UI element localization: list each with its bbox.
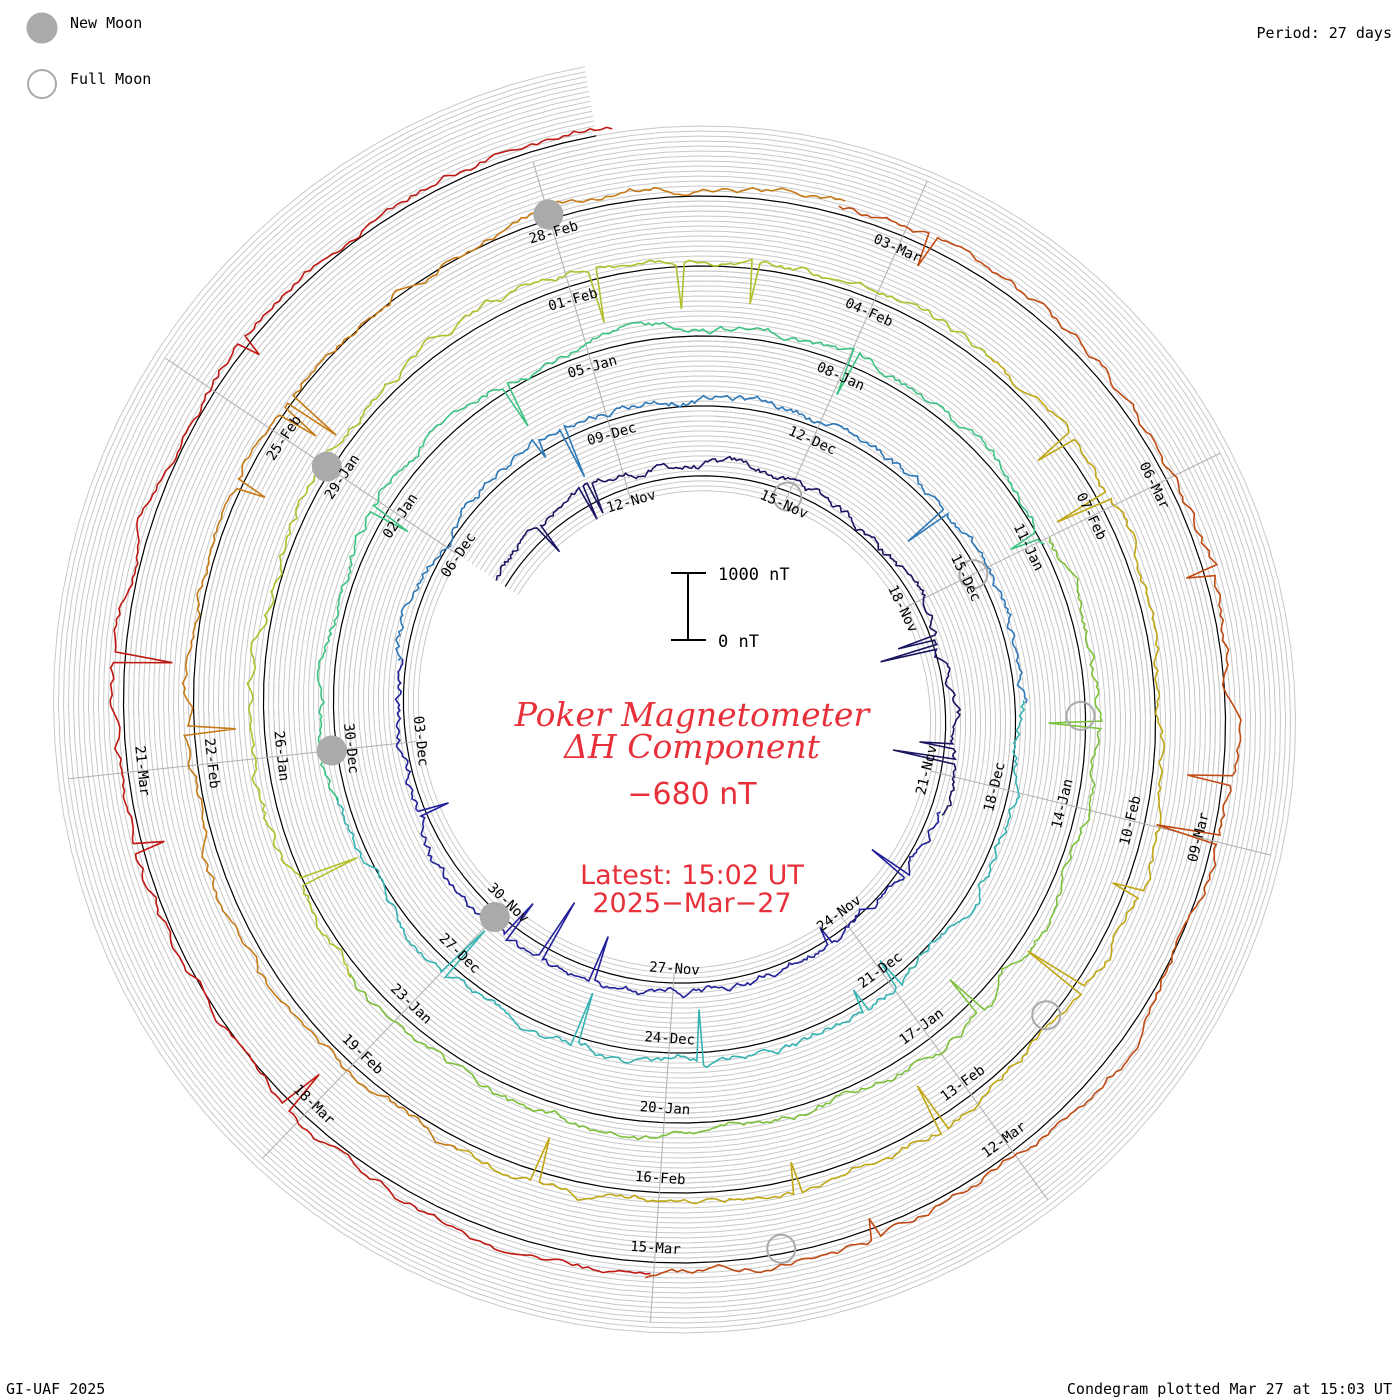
date-tick-label: 12-Mar <box>979 1119 1029 1162</box>
date-tick-label: 03-Dec <box>410 715 431 767</box>
date-tick-label: 02-Jan <box>380 491 421 542</box>
latest-time: Latest: 15:02 UT <box>580 860 804 891</box>
date-tick-label: 27-Nov <box>649 959 701 978</box>
grid-line <box>62 76 1287 1324</box>
radial-tick <box>262 905 506 1159</box>
scale-bar: 1000 nT 0 nT <box>671 565 790 652</box>
date-tick-label: 18-Nov <box>884 583 921 635</box>
series-line-2 <box>395 394 1028 704</box>
series-line-7 <box>453 357 1166 1205</box>
series-line-6 <box>246 258 994 979</box>
chart-title: Poker Magnetometer <box>514 695 872 734</box>
moon-markers <box>311 199 1096 1264</box>
grid-line <box>107 120 1242 1279</box>
period-label: Period: 27 days <box>1257 24 1392 42</box>
full-moon-marker <box>766 1233 797 1264</box>
date-tick-label: 25-Feb <box>264 413 305 464</box>
footer-plot-time: Condegram plotted Mar 27 at 15:03 UT <box>1067 1380 1392 1398</box>
date-tick-label: 13-Feb <box>938 1062 988 1105</box>
new-moon-marker <box>311 451 342 482</box>
full-moon-icon <box>27 69 57 99</box>
magnetometer-series <box>109 126 1242 1279</box>
series-line-10 <box>109 126 651 1275</box>
date-tick-label: 16-Feb <box>634 1169 686 1188</box>
series-line-5 <box>349 537 1104 1141</box>
date-tick-label: 12-Nov <box>605 487 658 516</box>
new-moon-marker <box>316 735 347 766</box>
grid-line <box>102 115 1247 1284</box>
radial-tick <box>649 973 675 1323</box>
full-moon-marker <box>958 559 989 590</box>
date-tick-label: 09-Dec <box>585 420 638 449</box>
grid-line <box>67 81 1282 1319</box>
new-moon-marker <box>533 199 564 230</box>
grid-line <box>97 110 1252 1289</box>
legend: New Moon Full Moon <box>26 12 151 99</box>
date-tick-label: 22-Feb <box>201 737 222 789</box>
grid-line <box>92 105 1257 1294</box>
date-tick-label: 21-Mar <box>131 745 152 797</box>
radial-tick <box>930 770 1271 856</box>
date-tick-label: 26-Jan <box>270 730 291 782</box>
full-moon-legend-label: Full Moon <box>70 70 151 88</box>
series-line-3 <box>336 700 1026 1069</box>
radial-tick <box>905 452 1221 608</box>
latest-date: 2025−Mar−27 <box>592 888 791 919</box>
scale-bottom-label: 0 nT <box>718 632 759 652</box>
radial-tick <box>68 740 417 780</box>
date-tick-label: 24-Nov <box>814 893 864 936</box>
grid-line <box>77 90 1272 1309</box>
series-line-8 <box>181 186 846 1151</box>
date-tick-label: 20-Jan <box>639 1099 691 1118</box>
current-value: −680 nT <box>627 777 757 812</box>
full-moon-marker <box>772 481 803 512</box>
date-tick-label: 21-Dec <box>855 949 905 992</box>
date-tick-label: 17-Jan <box>897 1006 947 1049</box>
footer-credit: GI-UAF 2025 <box>6 1380 105 1398</box>
grid-line <box>82 95 1267 1304</box>
series-line-0 <box>495 455 962 816</box>
baseline-spiral <box>122 135 1227 1264</box>
date-tick-label: 15-Mar <box>630 1239 682 1258</box>
full-moon-marker <box>1031 1000 1062 1031</box>
radial-tick <box>784 181 928 502</box>
new-moon-legend-label: New Moon <box>70 14 142 32</box>
date-tick-label: 30-Dec <box>340 723 361 775</box>
scale-top-label: 1000 nT <box>718 565 790 585</box>
date-tick-label: 05-Jan <box>566 353 619 382</box>
date-tick-label: 01-Feb <box>547 285 600 314</box>
series-line-9 <box>645 205 1242 1279</box>
grid-line <box>72 86 1277 1314</box>
date-tick-label: 24-Dec <box>644 1029 696 1048</box>
spiral-grid <box>52 66 1297 1334</box>
day-tick-lines <box>68 161 1271 1323</box>
grid-line <box>57 71 1292 1329</box>
grid-line <box>87 100 1262 1299</box>
series-line-4 <box>316 321 1045 801</box>
chart-subtitle: ΔH Component <box>562 727 821 766</box>
radial-tick <box>841 916 1049 1201</box>
date-tick-label: 06-Dec <box>438 530 479 581</box>
new-moon-marker <box>479 901 510 932</box>
radial-tick <box>164 357 456 554</box>
series-line-1 <box>394 658 941 999</box>
new-moon-icon <box>26 12 58 44</box>
full-moon-marker <box>1065 700 1096 731</box>
